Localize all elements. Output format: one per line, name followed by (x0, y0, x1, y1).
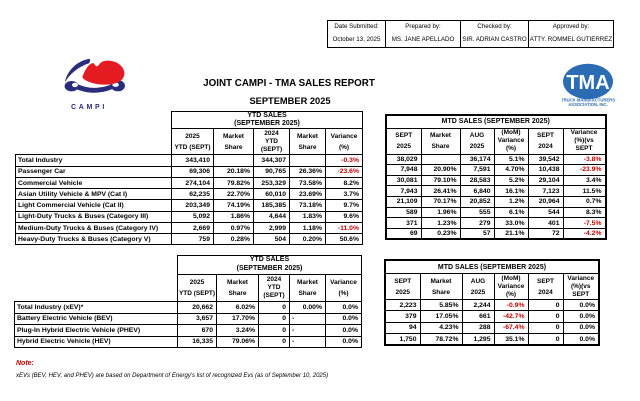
svg-text:TMA: TMA (566, 72, 609, 94)
svg-text:TRUCK MANUFACTURERS: TRUCK MANUFACTURERS (562, 98, 615, 103)
svg-text:ASSOCIATION, INC.: ASSOCIATION, INC. (568, 102, 607, 107)
